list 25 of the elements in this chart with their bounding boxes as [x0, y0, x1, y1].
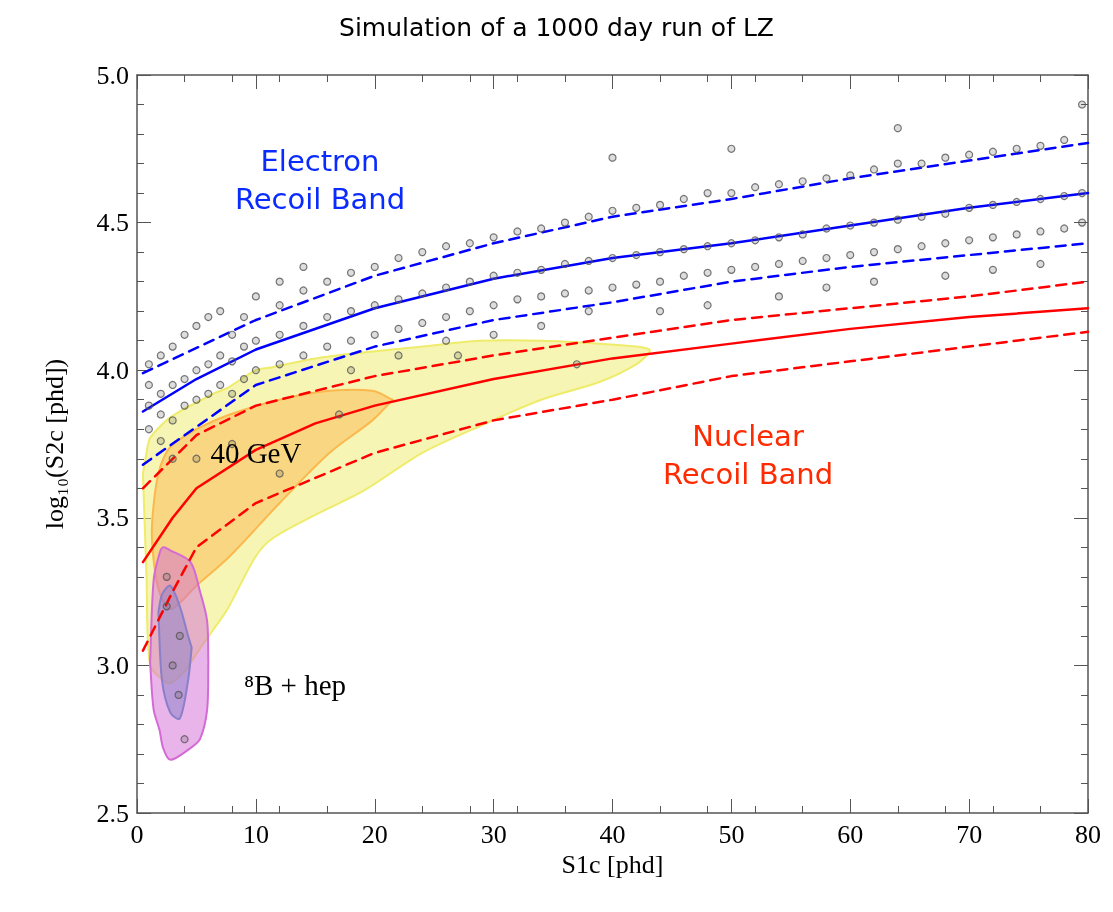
- y-tick-label: 4.0: [96, 355, 129, 385]
- x-tick-label: 50: [718, 819, 745, 849]
- annotation: Nuclear Recoil Band: [662, 419, 834, 491]
- annotation: 40 GeV: [210, 436, 302, 469]
- x-tick-label: 30: [480, 819, 507, 849]
- y-tick-label: 5.0: [96, 60, 129, 90]
- line-series: [141, 330, 1090, 652]
- y-tick-label: 2.5: [96, 798, 129, 828]
- x-tick-label: 0: [130, 819, 144, 849]
- y-tick-label: 4.5: [96, 208, 129, 238]
- x-tick-label: 80: [1075, 819, 1101, 849]
- x-tick-label: 70: [956, 819, 983, 849]
- annotation: Electron Recoil Band: [234, 144, 406, 216]
- y-tick-label: 3.5: [96, 503, 129, 533]
- chart-title: Simulation of a 1000 day run of LZ: [339, 13, 774, 42]
- line-series: [141, 141, 1090, 375]
- y-tick-label: 3.0: [96, 650, 129, 680]
- x-tick-label: 20: [361, 819, 388, 849]
- x-tick-label: 40: [599, 819, 626, 849]
- line-series: [141, 306, 1090, 564]
- x-tick-label: 10: [242, 819, 269, 849]
- y-axis-title: log₁₀(S2c [phd]): [39, 358, 69, 530]
- x-tick-label: 60: [837, 819, 864, 849]
- annotation: ⁸B + hep: [243, 669, 347, 701]
- x-axis-title: S1c [phd]: [561, 850, 664, 880]
